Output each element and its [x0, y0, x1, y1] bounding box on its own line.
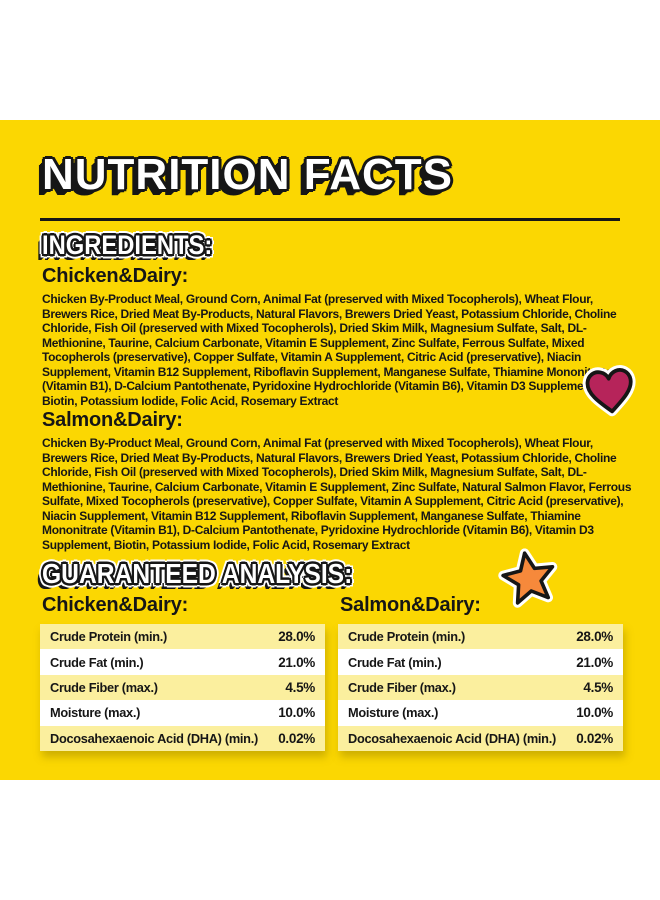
analysis-column-chicken: Chicken&Dairy: Crude Protein (min.) 28.0…	[40, 594, 325, 751]
row-label: Docosahexaenoic Acid (DHA) (min.)	[348, 730, 556, 746]
star-icon	[493, 543, 564, 613]
table-row: Crude Protein (min.) 28.0%	[338, 624, 623, 650]
ingredients-heading: INGREDIENTS:	[42, 230, 213, 260]
row-value: 10.0%	[576, 705, 613, 721]
row-value: 10.0%	[278, 705, 315, 721]
nutrition-label-panel: NUTRITION FACTS INGREDIENTS: Chicken&Dai…	[0, 120, 660, 780]
row-value: 0.02%	[576, 730, 613, 746]
table-row: Moisture (max.) 10.0%	[338, 700, 623, 726]
table-row: Crude Protein (min.) 28.0%	[40, 624, 325, 650]
row-label: Crude Fiber (max.)	[50, 679, 158, 695]
table-row: Crude Fiber (max.) 4.5%	[338, 674, 623, 701]
table-row: Crude Fat (min.) 21.0%	[40, 649, 325, 675]
row-value: 0.02%	[278, 730, 315, 746]
analysis-table-salmon: Crude Protein (min.) 28.0% Crude Fat (mi…	[338, 624, 623, 751]
table-row: Crude Fiber (max.) 4.5%	[40, 674, 325, 701]
analysis-table-chicken: Crude Protein (min.) 28.0% Crude Fat (mi…	[40, 624, 325, 751]
row-value: 21.0%	[278, 654, 315, 670]
analysis-columns: Chicken&Dairy: Crude Protein (min.) 28.0…	[40, 594, 623, 751]
row-value: 28.0%	[278, 629, 315, 645]
table-row: Docosahexaenoic Acid (DHA) (min.) 0.02%	[338, 725, 623, 751]
row-value: 28.0%	[576, 629, 613, 645]
row-label: Crude Protein (min.)	[50, 629, 167, 645]
row-label: Crude Protein (min.)	[348, 629, 465, 645]
analysis-column-chicken-name: Chicken&Dairy:	[42, 594, 189, 616]
table-row: Docosahexaenoic Acid (DHA) (min.) 0.02%	[40, 725, 325, 751]
table-row: Moisture (max.) 10.0%	[40, 700, 325, 726]
guaranteed-analysis-heading: GUARANTEED ANALYSIS:	[42, 558, 353, 589]
ingredient-section-salmon-name: Salmon&Dairy:	[42, 409, 183, 431]
analysis-column-salmon-name: Salmon&Dairy:	[340, 594, 481, 616]
page-title: NUTRITION FACTS	[42, 150, 453, 199]
row-label: Moisture (max.)	[50, 705, 141, 721]
heart-icon	[580, 361, 639, 420]
row-value: 4.5%	[285, 679, 315, 695]
ingredient-section-salmon-text: Chicken By-Product Meal, Ground Corn, An…	[42, 436, 632, 552]
row-label: Moisture (max.)	[348, 705, 439, 721]
row-label: Docosahexaenoic Acid (DHA) (min.)	[50, 730, 258, 746]
row-label: Crude Fat (min.)	[348, 654, 442, 670]
title-divider	[40, 218, 620, 221]
table-row: Crude Fat (min.) 21.0%	[338, 649, 623, 675]
row-value: 4.5%	[583, 679, 613, 695]
row-label: Crude Fiber (max.)	[348, 679, 456, 695]
ingredient-section-chicken-name: Chicken&Dairy:	[42, 265, 189, 287]
row-value: 21.0%	[576, 654, 613, 670]
analysis-column-salmon: Salmon&Dairy: Crude Protein (min.) 28.0%…	[338, 594, 623, 751]
ingredient-section-chicken-text: Chicken By-Product Meal, Ground Corn, An…	[42, 292, 617, 408]
row-label: Crude Fat (min.)	[50, 654, 144, 670]
